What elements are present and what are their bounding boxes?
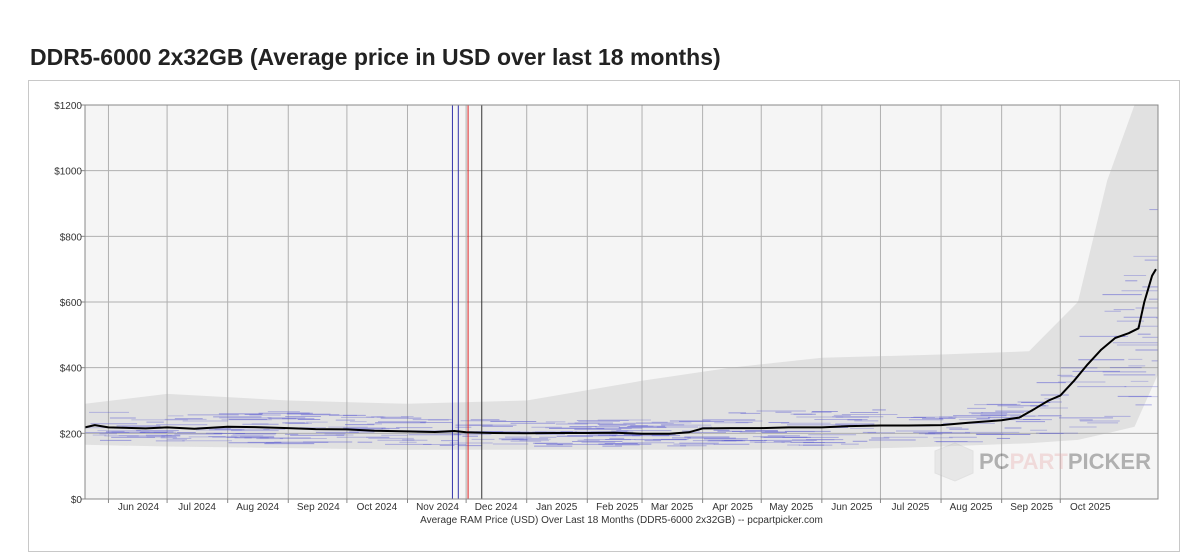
y-tick-label: $800: [60, 232, 83, 243]
x-tick-label: Apr 2025: [712, 502, 753, 513]
watermark-text-part2: PART: [1010, 449, 1069, 474]
y-axis-ticks: $0 $200 $400 $600 $800 $1000 $1200: [54, 101, 85, 506]
x-tick-label: Nov 2024: [416, 502, 459, 513]
page-title: DDR5-6000 2x32GB (Average price in USD o…: [30, 44, 721, 70]
x-tick-label: Dec 2024: [475, 502, 518, 513]
watermark-text-part3: PICKER: [1068, 449, 1151, 474]
y-tick-label: $0: [71, 495, 83, 506]
x-tick-label: Jul 2024: [178, 502, 216, 513]
x-tick-label: Jul 2025: [892, 502, 930, 513]
x-tick-label: Aug 2024: [236, 502, 279, 513]
x-axis-label: Average RAM Price (USD) Over Last 18 Mon…: [420, 515, 823, 526]
x-axis-ticks: Jun 2024 Jul 2024 Aug 2024 Sep 2024 Oct 2024…: [107, 499, 1111, 513]
y-tick-label: $1000: [54, 167, 82, 178]
x-tick-label: Sep 2024: [297, 502, 340, 513]
chart-container: PCPARTPICKER $0 $200 $400 $600 $800 $1000 $120…: [28, 80, 1180, 552]
x-tick-label: Feb 2025: [596, 502, 639, 513]
price-range-area: [85, 105, 1158, 450]
x-tick-label: Jun 2024: [118, 502, 160, 513]
x-tick-label: Jan 2025: [536, 502, 578, 513]
x-tick-label: Sep 2025: [1010, 502, 1053, 513]
x-tick-label: Jun 2025: [831, 502, 873, 513]
watermark-text-part1: PC: [979, 449, 1010, 474]
x-tick-label: Aug 2025: [950, 502, 993, 513]
box-icon: [934, 442, 974, 482]
y-tick-label: $1200: [54, 101, 82, 112]
average-price-line-group: [84, 268, 1157, 435]
watermark-text: PCPARTPICKER: [979, 449, 1151, 474]
y-tick-label: $600: [60, 298, 83, 309]
x-tick-label: May 2025: [769, 502, 813, 513]
price-chart: PCPARTPICKER $0 $200 $400 $600 $800 $1000 $120…: [54, 101, 1159, 526]
x-tick-label: Mar 2025: [651, 502, 694, 513]
x-tick-label: Oct 2025: [1070, 502, 1111, 513]
x-tick-label: Oct 2024: [357, 502, 398, 513]
pcpartpicker-watermark: PCPARTPICKER: [934, 442, 1151, 482]
y-tick-label: $200: [60, 429, 83, 440]
y-tick-label: $400: [60, 364, 83, 375]
average-price-line: [84, 268, 1157, 435]
price-range-band: [85, 105, 1158, 450]
